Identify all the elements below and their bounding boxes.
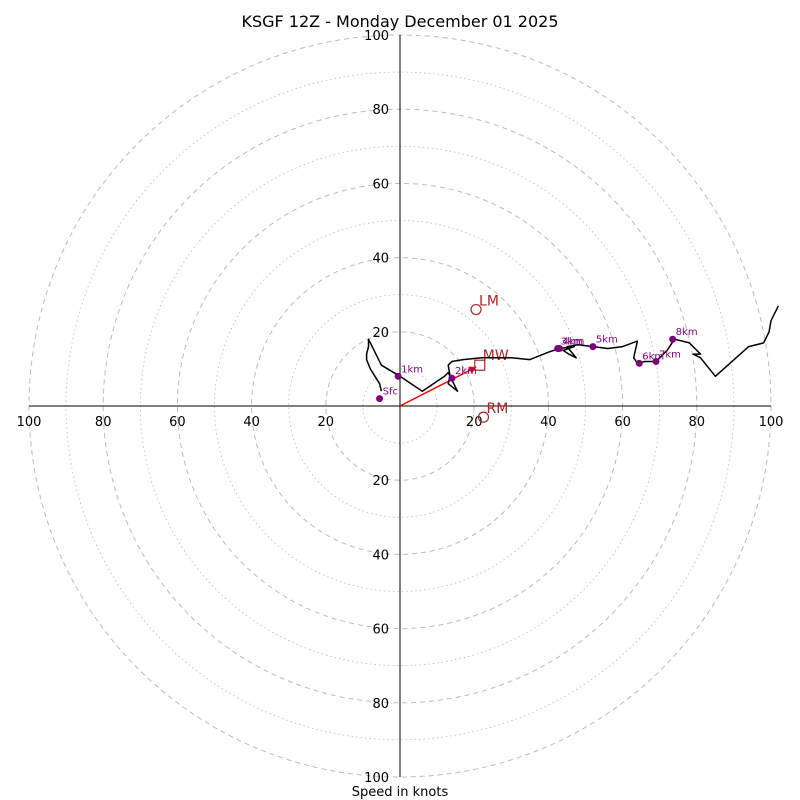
height-marker-1km — [394, 372, 402, 380]
x-tick-label: 60 — [169, 415, 186, 430]
storm-motion-rm — [477, 411, 490, 423]
y-tick-label: 40 — [372, 252, 389, 267]
height-label-4km: 4km — [563, 336, 585, 347]
height-marker-8km — [669, 335, 677, 343]
storm-motion-label-rm: RM — [486, 401, 508, 417]
y-tick-label: 60 — [372, 177, 389, 192]
y-tick-label: 20 — [372, 474, 389, 489]
y-tick-label: 100 — [364, 771, 389, 786]
y-tick-label: 40 — [372, 548, 389, 563]
y-tick-label: 100 — [364, 29, 389, 44]
hodograph-trace — [365, 305, 780, 392]
y-tick-label: 80 — [372, 697, 389, 712]
height-marker-sfc — [376, 395, 384, 403]
height-label-8km: 8km — [676, 327, 698, 338]
height-label-6km: 6km — [642, 351, 664, 362]
height-label-2km: 2km — [455, 366, 477, 377]
mean-wind-marker — [474, 359, 486, 371]
y-tick-label: 60 — [372, 623, 389, 638]
storm-motion-lm — [470, 303, 482, 316]
x-tick-label: 20 — [466, 415, 483, 430]
storm-motion-label-lm: LM — [479, 294, 499, 310]
x-tick-label: 60 — [614, 415, 631, 430]
mean-wind-group: MW — [399, 348, 509, 407]
height-label-7km: 7km — [659, 349, 681, 360]
mean-wind-label: MW — [483, 348, 509, 364]
height-label-sfc: Sfc — [383, 387, 398, 398]
height-label-1km: 1km — [401, 364, 423, 375]
tick-labels: 100 100 80 80 60 60 40 40 20 20 20 20 40 40 60 60 80 80 10… — [17, 29, 784, 786]
y-tick-label: 80 — [372, 103, 389, 118]
x-axis-label: Speed in knots — [352, 785, 449, 800]
x-tick-label: 20 — [318, 415, 335, 430]
storm-motions: LM RM — [470, 294, 508, 423]
height-marker-2km — [448, 374, 456, 382]
y-tick-label: 20 — [372, 326, 389, 341]
mean-wind-arrow — [399, 366, 477, 407]
height-marker-4km — [556, 344, 564, 352]
height-marker-6km — [635, 359, 643, 367]
chart-title: KSGF 12Z - Monday December 01 2025 — [241, 12, 558, 31]
x-tick-label: 100 — [759, 415, 784, 430]
x-tick-label: 80 — [689, 415, 706, 430]
x-tick-label: 80 — [95, 415, 112, 430]
x-tick-label: 100 — [17, 415, 42, 430]
height-label-3km: 3km — [561, 336, 583, 347]
x-tick-label: 40 — [243, 415, 260, 430]
height-label-5km: 5km — [596, 335, 618, 346]
height-marker-7km — [652, 357, 660, 365]
x-tick-label: 40 — [540, 415, 557, 430]
height-marker-5km — [589, 343, 597, 351]
